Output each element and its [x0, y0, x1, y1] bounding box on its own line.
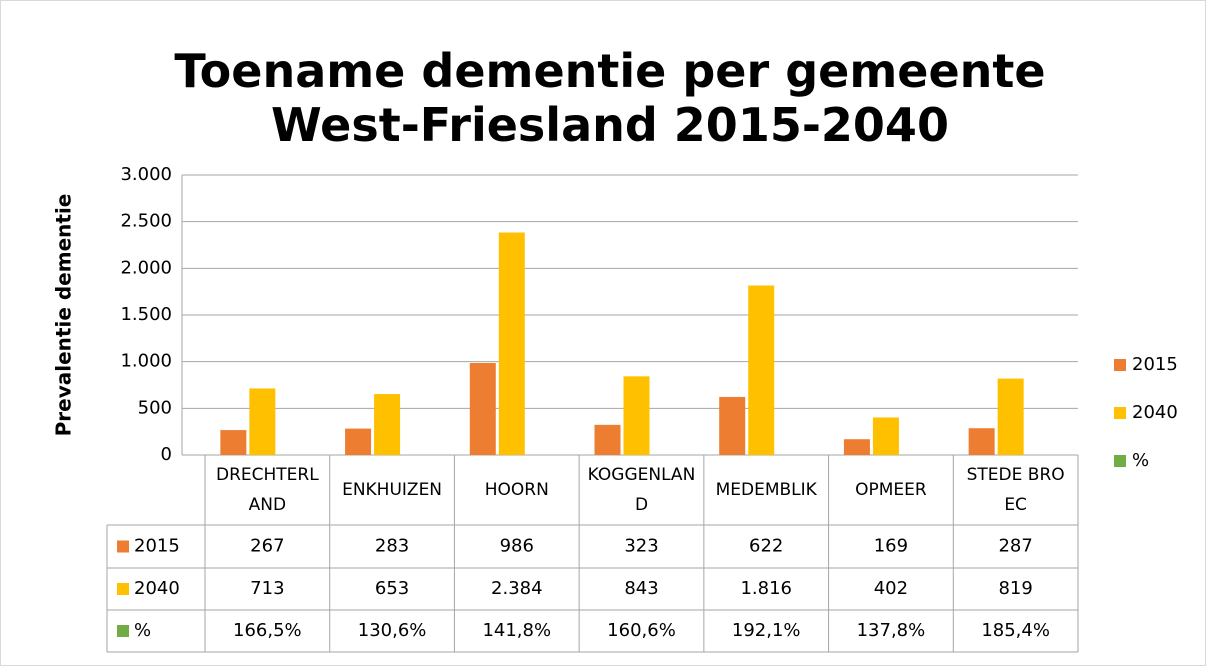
table-value: 185,4%	[981, 620, 1050, 641]
x-tick-label: MEDEMBLIK	[715, 480, 817, 500]
y-tick-label: 0	[161, 444, 172, 465]
y-tick-label: 3.000	[120, 164, 172, 185]
table-value: 2.384	[491, 578, 543, 599]
y-axis-label: Prevalentie dementie	[52, 194, 76, 437]
table-value: 843	[624, 578, 658, 599]
table-legend-key	[117, 625, 129, 637]
table-value: 267	[250, 536, 284, 557]
table-value: 141,8%	[482, 620, 551, 641]
x-tick-label: KOGGENLAND	[587, 465, 696, 515]
category-cell: MEDEMBLIK	[715, 480, 817, 500]
category-cell: HOORN	[484, 480, 549, 500]
category-cell: KOGGENLAND	[587, 465, 696, 515]
table-row-label: 2015	[134, 536, 180, 557]
table-value: 323	[624, 536, 658, 557]
bar	[594, 424, 621, 455]
bar	[623, 376, 650, 455]
y-tick-label: 1.500	[120, 304, 172, 325]
bar	[872, 417, 899, 455]
bar	[748, 285, 775, 455]
table-value: 819	[998, 578, 1032, 599]
table-value: 283	[375, 536, 409, 557]
chart-title: Toename dementie per gemeente West-Fries…	[174, 43, 1046, 152]
table-value: 169	[874, 536, 908, 557]
category-cell: ENKHUIZEN	[342, 480, 443, 500]
table-value: 986	[500, 536, 534, 557]
bar	[968, 428, 995, 455]
bar	[345, 428, 372, 455]
table-value: 192,1%	[732, 620, 801, 641]
legend-key	[1114, 407, 1126, 419]
bar	[719, 396, 746, 455]
x-tick-label: STEDE BROEC	[966, 465, 1065, 515]
bar	[469, 362, 496, 455]
table-value: 402	[874, 578, 908, 599]
category-cell: DRECHTERLAND	[215, 465, 319, 515]
table-row-label: 2040	[134, 578, 180, 599]
table-value: 287	[998, 536, 1032, 557]
y-tick-label: 2.500	[120, 211, 172, 232]
table-value: 137,8%	[857, 620, 926, 641]
bar	[374, 394, 401, 455]
category-cell: OPMEER	[855, 480, 927, 500]
table-value: 130,6%	[358, 620, 427, 641]
table-value: 622	[749, 536, 783, 557]
legend-label: 2040	[1132, 402, 1178, 423]
x-tick-label: OPMEER	[855, 480, 927, 500]
table-value: 653	[375, 578, 409, 599]
x-tick-label: ENKHUIZEN	[342, 480, 443, 500]
table-legend-key	[117, 540, 129, 553]
legend-key	[1114, 455, 1126, 467]
bar	[843, 439, 870, 455]
y-tick-label: 2.000	[120, 257, 172, 278]
table-legend-key	[117, 583, 129, 595]
table-row-label: %	[134, 620, 151, 641]
y-tick-label: 1.000	[120, 351, 172, 372]
x-tick-label: DRECHTERLAND	[215, 465, 319, 515]
y-tick-label: 500	[138, 397, 172, 418]
bar	[997, 378, 1024, 455]
category-cell: STEDE BROEC	[966, 465, 1065, 515]
table-value: 713	[250, 578, 284, 599]
legend-key	[1114, 359, 1126, 371]
bar	[249, 388, 276, 455]
table-value: 1.816	[740, 578, 792, 599]
chart-title-box: Toename dementie per gemeente West-Fries…	[174, 43, 1046, 152]
table-value: 160,6%	[607, 620, 676, 641]
bar	[498, 232, 525, 455]
x-tick-label: HOORN	[484, 480, 549, 500]
legend-label: %	[1132, 450, 1149, 471]
bar	[220, 430, 247, 455]
legend-label: 2015	[1132, 354, 1178, 375]
table-value: 166,5%	[233, 620, 302, 641]
